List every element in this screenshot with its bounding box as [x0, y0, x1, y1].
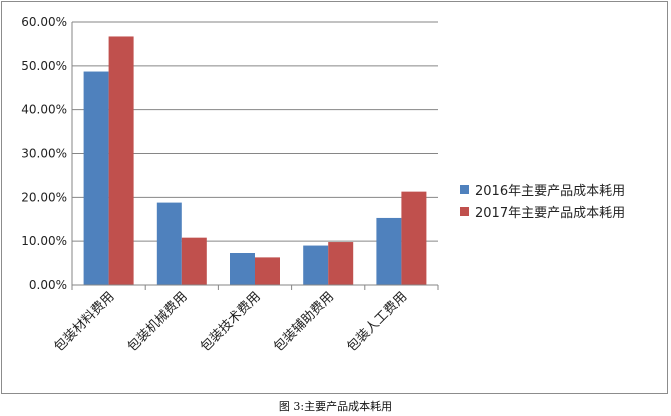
- legend: 2016年主要产品成本耗用 2017年主要产品成本耗用: [460, 178, 625, 222]
- x-category-label: 包装人工费用: [344, 289, 410, 355]
- x-category-label: 包装材料费用: [52, 289, 118, 355]
- y-tick-label: 50.00%: [21, 59, 67, 73]
- y-tick-label: 60.00%: [21, 15, 67, 29]
- bar: [156, 202, 182, 285]
- legend-swatch-2016: [460, 184, 469, 194]
- x-category-label: 包装辅助费用: [271, 289, 337, 355]
- y-tick-label: 40.00%: [21, 103, 67, 117]
- legend-swatch-2017: [460, 206, 469, 216]
- y-tick-label: 20.00%: [21, 190, 67, 204]
- x-category-label: 包装技术费用: [198, 289, 264, 355]
- x-category-label: 包装机械费用: [125, 289, 191, 355]
- y-tick-label: 10.00%: [21, 234, 67, 248]
- bar: [376, 217, 402, 285]
- bar: [328, 242, 354, 285]
- legend-label-2017: 2017年主要产品成本耗用: [475, 205, 626, 221]
- bar: [108, 36, 134, 286]
- legend-item-2017: 2017年主要产品成本耗用: [460, 200, 625, 222]
- bar: [83, 71, 109, 285]
- bar: [181, 237, 207, 285]
- legend-label-2016: 2016年主要产品成本耗用: [475, 183, 626, 199]
- y-tick-label: 30.00%: [21, 147, 67, 161]
- bar-chart: 0.00% 10.00% 20.00% 30.00% 40.00% 50.00% 60.00…: [21, 15, 439, 355]
- bar: [401, 191, 427, 285]
- bar: [303, 245, 329, 285]
- legend-item-2016: 2016年主要产品成本耗用: [460, 178, 625, 200]
- bar: [230, 253, 255, 285]
- bar: [255, 257, 280, 285]
- figure-caption: 图 3:主要产品成本耗用: [278, 400, 393, 413]
- y-tick-label: 0.00%: [29, 278, 67, 292]
